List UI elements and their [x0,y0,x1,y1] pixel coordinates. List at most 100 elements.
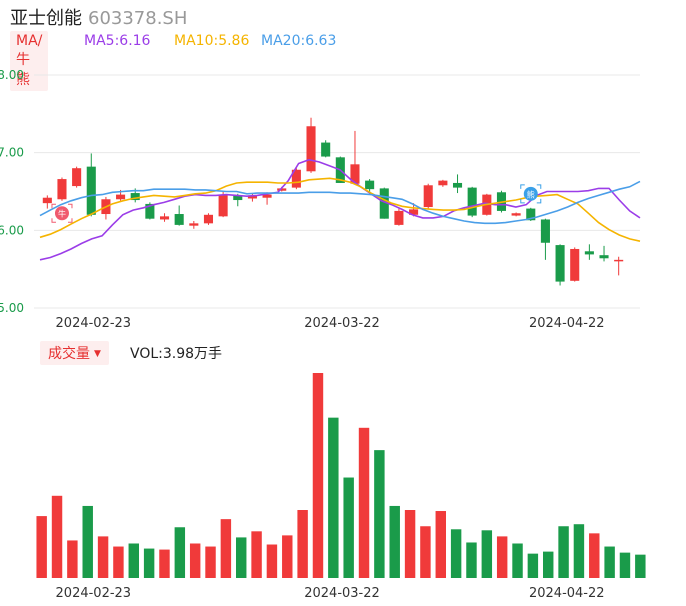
candle-body [130,193,140,201]
candle-body [116,194,126,200]
volume-bar [220,519,232,578]
candle-body [145,203,155,219]
bull-icon-frame [51,203,73,223]
stock-title: 亚士创能 603378.SH [10,4,187,30]
volume-bar [36,516,47,578]
candle-body [584,251,594,255]
volume-bar [205,546,216,578]
stock-code: 603378.SH [88,8,188,29]
x-tick-label: 2024-04-22 [529,316,605,331]
candle-body [159,216,170,220]
volume-bar [113,546,124,578]
candle-body [42,197,52,204]
bull-icon-label: 牛 [58,209,66,219]
y-tick-label: 8.00 [0,68,24,82]
volume-bar [604,546,615,578]
volume-bar [420,526,431,578]
volume-bar [481,530,493,578]
candle-body [277,188,287,191]
volume-bar [189,543,201,578]
candle-body [365,180,375,190]
volume-bar [51,495,63,578]
y-tick-label: 7.00 [0,146,24,160]
volume-bar [435,511,446,578]
x-tick-label: 2024-02-23 [56,586,132,601]
candle-body [452,182,463,188]
candle-body [57,179,67,200]
volume-tab-label: 成交量 [48,346,90,362]
ma-line-ma10 [39,177,641,242]
candle-body [233,195,243,201]
candle-body [291,169,301,188]
y-tick-label: 5.00 [0,301,24,315]
volume-bar [67,540,78,578]
volume-value: VOL:3.98万手 [130,346,223,362]
ma-indicator-tab[interactable]: MA/牛熊 [10,31,49,91]
candle-body [306,126,316,172]
candle-body [423,185,433,208]
candle-body [570,248,580,281]
volume-bar [82,505,93,578]
volume-bar [619,552,631,578]
candle-body [247,195,257,199]
stock-name: 亚士创能 [10,8,82,29]
ma10-legend: MA10:5.86 [174,33,250,49]
candle-body [262,194,272,198]
candle-body [540,219,550,243]
volume-bar [543,551,554,578]
volume-bar [159,549,170,578]
candle-body [72,168,82,187]
volume-bar [251,531,262,578]
candle-body [203,214,214,224]
candle-body [599,255,609,259]
volume-bar [450,529,462,578]
volume-bar [282,535,293,578]
volume-bar [527,553,539,578]
volume-bar [374,450,385,578]
caret-down-icon: ▼ [94,349,101,359]
volume-bar [97,536,109,578]
candle-body [511,213,521,216]
ma20-legend: MA20:6.63 [261,33,337,49]
candle-body [189,223,199,226]
volume-indicator-tab[interactable]: 成交量 ▼ [40,341,109,365]
candle-body [218,194,228,217]
candle-body [321,142,331,157]
volume-bar [266,544,278,578]
candle-body [614,259,624,262]
bull-icon [54,206,69,221]
candle-body [409,209,419,215]
volume-bar [404,510,416,578]
candle-body [350,164,360,184]
candle-body [379,188,389,219]
candle-body [174,214,184,225]
volume-bar [174,527,186,578]
candle-body [526,208,536,221]
volume-bar [512,543,523,578]
x-tick-label: 2024-02-23 [56,316,132,331]
candle-body [86,166,96,215]
volume-bar [128,543,139,578]
volume-bar [358,427,370,578]
volume-bar [589,533,600,578]
x-tick-label: 2024-03-22 [304,586,380,601]
volume-bar [143,548,155,578]
bear-icon-frame [520,184,542,204]
volume-bar [297,510,308,578]
x-tick-label: 2024-03-22 [304,316,380,331]
candle-body [467,187,477,216]
volume-bar [573,524,585,578]
x-tick-label: 2024-04-22 [529,586,605,601]
bear-icon-label: 熊 [527,189,535,199]
volume-bar [312,373,324,578]
ma-line-ma20 [39,180,641,225]
volume-bar [236,537,247,578]
volume-bar [558,526,569,578]
ma-line-ma5 [39,158,641,261]
candle-body [394,210,404,225]
volume-bar [635,554,646,578]
volume-bar [496,536,508,578]
volume-bar [389,505,400,578]
volume-bar [328,417,339,578]
